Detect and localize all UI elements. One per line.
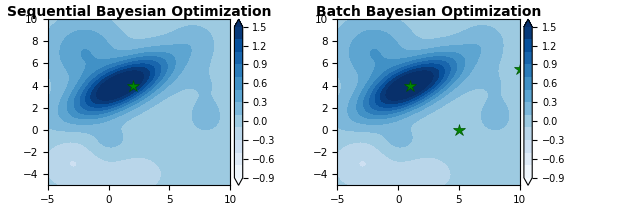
Title: Batch Bayesian Optimization: Batch Bayesian Optimization <box>316 5 541 19</box>
PathPatch shape <box>524 178 532 185</box>
Title: Sequential Bayesian Optimization: Sequential Bayesian Optimization <box>7 5 271 19</box>
PathPatch shape <box>234 178 243 185</box>
PathPatch shape <box>234 19 243 27</box>
PathPatch shape <box>524 19 532 27</box>
